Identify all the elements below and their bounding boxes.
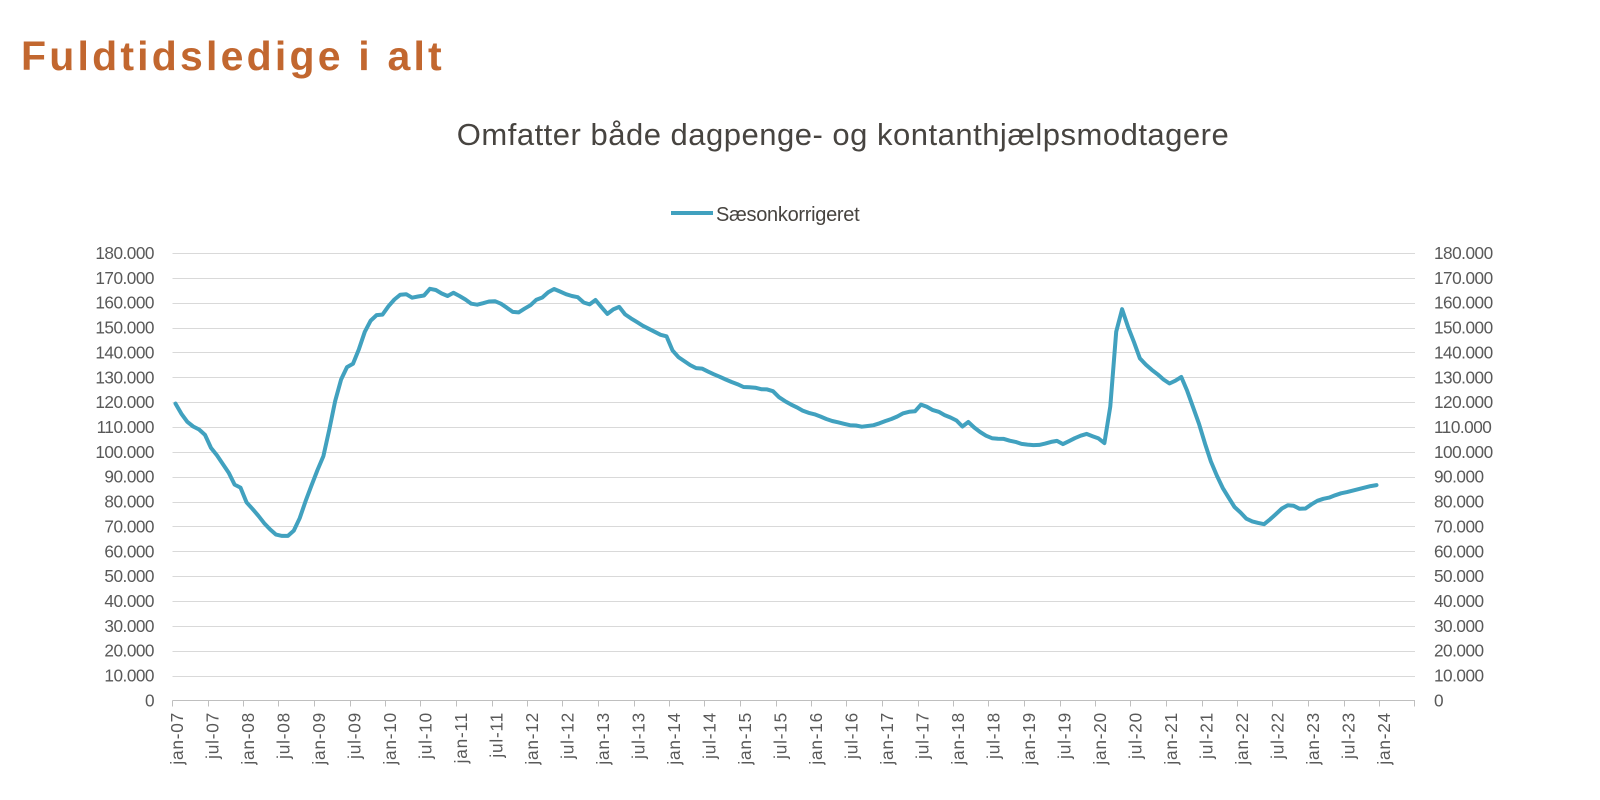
svg-text:jul-23: jul-23	[1339, 712, 1359, 760]
svg-text:jul-08: jul-08	[274, 712, 294, 760]
svg-text:jan-24: jan-24	[1374, 712, 1394, 766]
svg-text:90.000: 90.000	[1434, 467, 1484, 487]
svg-text:40.000: 40.000	[1434, 591, 1484, 611]
svg-text:140.000: 140.000	[95, 342, 154, 362]
svg-text:170.000: 170.000	[1434, 268, 1493, 288]
svg-text:20.000: 20.000	[104, 641, 154, 661]
svg-text:jan-11: jan-11	[451, 712, 471, 764]
svg-text:30.000: 30.000	[104, 616, 154, 636]
svg-text:180.000: 180.000	[1434, 243, 1493, 263]
svg-text:jan-15: jan-15	[735, 712, 755, 766]
svg-text:10.000: 10.000	[1434, 666, 1484, 686]
svg-text:jul-21: jul-21	[1197, 712, 1217, 760]
svg-text:130.000: 130.000	[95, 367, 154, 387]
svg-text:80.000: 80.000	[1434, 492, 1484, 512]
svg-text:jul-16: jul-16	[842, 712, 862, 760]
svg-text:jan-08: jan-08	[238, 712, 258, 766]
svg-text:70.000: 70.000	[1434, 516, 1484, 536]
svg-text:60.000: 60.000	[104, 541, 154, 561]
svg-text:jan-12: jan-12	[522, 712, 542, 766]
svg-text:120.000: 120.000	[95, 392, 154, 412]
svg-text:jul-13: jul-13	[629, 712, 649, 760]
svg-text:60.000: 60.000	[1434, 541, 1484, 561]
svg-text:jan-18: jan-18	[948, 712, 968, 766]
svg-text:120.000: 120.000	[1434, 392, 1493, 412]
svg-text:170.000: 170.000	[95, 268, 154, 288]
svg-text:jul-20: jul-20	[1126, 712, 1146, 760]
svg-text:180.000: 180.000	[95, 243, 154, 263]
svg-text:jan-10: jan-10	[380, 712, 400, 766]
svg-text:20.000: 20.000	[1434, 641, 1484, 661]
svg-text:jan-21: jan-21	[1161, 712, 1181, 766]
svg-text:jul-22: jul-22	[1268, 712, 1288, 760]
svg-text:80.000: 80.000	[104, 492, 154, 512]
svg-text:150.000: 150.000	[95, 318, 154, 338]
svg-text:jul-09: jul-09	[345, 712, 365, 760]
svg-text:0: 0	[145, 690, 154, 710]
svg-text:140.000: 140.000	[1434, 342, 1493, 362]
svg-text:jul-19: jul-19	[1055, 712, 1075, 760]
svg-text:jan-22: jan-22	[1232, 712, 1252, 766]
svg-text:jul-07: jul-07	[203, 712, 223, 760]
svg-text:jan-09: jan-09	[309, 712, 329, 766]
svg-text:160.000: 160.000	[1434, 293, 1493, 313]
svg-text:30.000: 30.000	[1434, 616, 1484, 636]
svg-text:50.000: 50.000	[1434, 566, 1484, 586]
svg-text:50.000: 50.000	[104, 566, 154, 586]
svg-text:70.000: 70.000	[104, 516, 154, 536]
svg-text:jan-07: jan-07	[167, 712, 187, 766]
svg-text:jan-19: jan-19	[1019, 712, 1039, 766]
svg-text:130.000: 130.000	[1434, 367, 1493, 387]
svg-text:0: 0	[1434, 690, 1443, 710]
svg-text:jul-10: jul-10	[416, 712, 436, 760]
svg-text:jan-17: jan-17	[877, 712, 897, 766]
svg-text:jan-20: jan-20	[1090, 712, 1110, 766]
svg-text:jan-14: jan-14	[664, 712, 684, 766]
svg-text:jan-13: jan-13	[593, 712, 613, 766]
svg-text:160.000: 160.000	[95, 293, 154, 313]
svg-text:40.000: 40.000	[104, 591, 154, 611]
svg-text:100.000: 100.000	[1434, 442, 1493, 462]
svg-text:jul-17: jul-17	[913, 712, 933, 760]
svg-text:110.000: 110.000	[97, 417, 154, 437]
svg-text:jan-16: jan-16	[806, 712, 826, 766]
svg-text:jul-14: jul-14	[700, 712, 720, 760]
svg-text:jan-23: jan-23	[1303, 712, 1323, 766]
svg-text:110.000: 110.000	[1434, 417, 1491, 437]
svg-text:10.000: 10.000	[104, 666, 154, 686]
svg-text:150.000: 150.000	[1434, 318, 1493, 338]
svg-text:90.000: 90.000	[104, 467, 154, 487]
svg-text:jul-12: jul-12	[558, 712, 578, 760]
svg-text:jul-18: jul-18	[984, 712, 1004, 760]
svg-text:jul-11: jul-11	[487, 712, 507, 759]
svg-text:jul-15: jul-15	[771, 712, 791, 760]
svg-text:100.000: 100.000	[95, 442, 154, 462]
